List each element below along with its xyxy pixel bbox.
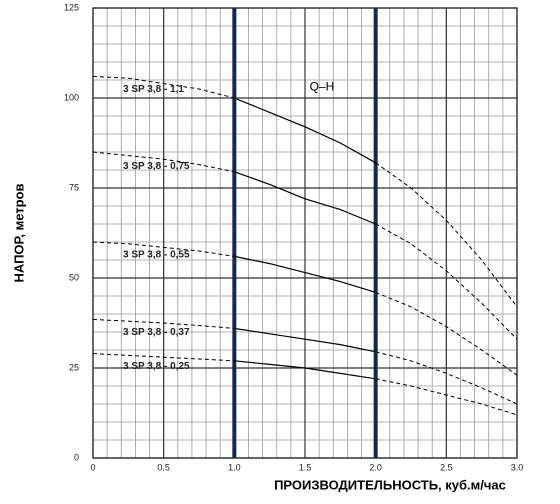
curve-dashed — [375, 378, 518, 416]
series-label: 3 SP 3,8 - 0,55 — [123, 249, 190, 260]
curve-solid — [234, 327, 376, 353]
y-tick-label: 50 — [69, 272, 79, 282]
x-tick-label: 0.5 — [157, 462, 170, 472]
y-tick-label: 75 — [69, 182, 79, 192]
y-tick-label: 125 — [64, 2, 79, 12]
curve-dashed — [92, 318, 235, 329]
curve-dashed — [92, 75, 235, 99]
curve-dashed — [92, 241, 235, 257]
curve-solid — [234, 255, 376, 293]
y-tick-label: 100 — [64, 92, 79, 102]
x-axis-title: ПРОИЗВОДИТЕЛЬНОСТЬ, куб.м/час — [274, 477, 506, 492]
series-label: 3 SP 3,8 - 0,37 — [123, 327, 190, 338]
x-tick-label: 0 — [90, 462, 95, 472]
x-tick-label: 2.5 — [440, 462, 453, 472]
series-label: 3 SP 3,8 - 0,75 — [123, 161, 190, 172]
curve-solid — [234, 171, 376, 225]
curve-solid — [234, 360, 376, 380]
y-axis-title: НАПОР, метров — [11, 183, 26, 282]
y-tick-label: 0 — [74, 452, 79, 462]
annotation: Q–H — [310, 79, 335, 93]
x-tick-label: 1.0 — [228, 462, 241, 472]
curve-dashed — [375, 351, 518, 405]
curve-dashed — [92, 151, 235, 173]
x-tick-label: 1.5 — [299, 462, 312, 472]
series-label: 3 SP 3,8 - 1,1 — [123, 84, 184, 95]
curve-dashed — [92, 353, 235, 362]
x-tick-label: 3.0 — [511, 462, 524, 472]
curve-solid — [234, 97, 376, 164]
curve-dashed — [375, 223, 518, 340]
curve-dashed — [375, 291, 518, 376]
curve-dashed — [375, 162, 518, 308]
x-tick-label: 2.0 — [369, 462, 382, 472]
series-label: 3 SP 3,8 - 0,25 — [123, 361, 190, 372]
y-tick-label: 25 — [69, 362, 79, 372]
plot-frame — [92, 7, 518, 459]
